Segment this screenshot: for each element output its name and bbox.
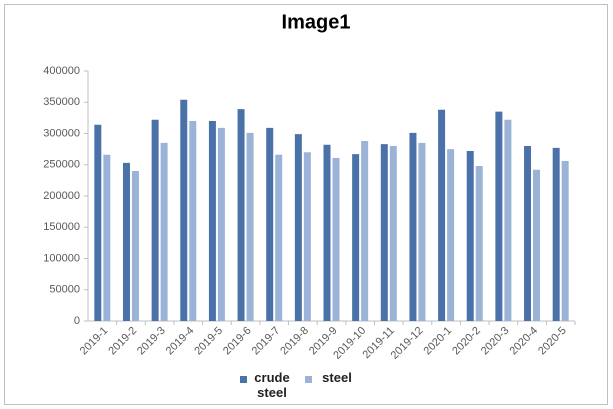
bar — [323, 144, 331, 321]
bar — [160, 142, 168, 321]
y-tick-label: 0 — [74, 315, 80, 327]
legend-label: steel — [322, 370, 352, 385]
legend-item: steel — [305, 370, 358, 385]
bar — [533, 169, 541, 321]
bar — [275, 154, 283, 321]
bar — [352, 154, 360, 321]
bar — [504, 119, 512, 321]
bar — [524, 146, 532, 321]
bar — [495, 111, 503, 321]
bar — [332, 157, 340, 321]
bar — [237, 109, 245, 321]
bar — [266, 127, 274, 321]
legend-swatch — [240, 376, 247, 383]
bar — [180, 99, 188, 321]
bar — [103, 154, 111, 321]
bar — [380, 144, 388, 321]
legend-label: crude steel — [254, 370, 290, 400]
legend: crude steel steel — [240, 370, 358, 400]
bar — [466, 151, 474, 321]
y-tick-label: 300000 — [43, 127, 80, 139]
bar — [409, 132, 417, 321]
bar — [151, 119, 159, 321]
bar — [361, 141, 369, 321]
bar — [552, 147, 560, 321]
bar — [217, 127, 225, 321]
bar — [475, 166, 483, 321]
bar — [208, 121, 216, 321]
y-tick-label: 50000 — [49, 284, 80, 296]
y-tick-label: 150000 — [43, 221, 80, 233]
bar — [122, 162, 130, 321]
bar — [447, 149, 455, 321]
y-tick-label: 400000 — [43, 65, 80, 77]
y-tick-label: 350000 — [43, 96, 80, 108]
legend-item: crude steel — [240, 370, 293, 400]
y-tick-label: 250000 — [43, 159, 80, 171]
chart-title: Image1 — [282, 11, 351, 33]
y-tick-label: 200000 — [43, 190, 80, 202]
bar — [389, 146, 397, 321]
bar — [438, 109, 446, 321]
bar — [303, 152, 311, 321]
y-tick-label: 100000 — [43, 252, 80, 264]
bar — [561, 161, 569, 321]
bar — [131, 171, 139, 321]
legend-swatch — [305, 376, 312, 383]
bar — [246, 132, 254, 321]
bar — [189, 121, 197, 321]
bar — [294, 134, 302, 321]
bar — [418, 142, 426, 321]
bar — [94, 124, 102, 321]
